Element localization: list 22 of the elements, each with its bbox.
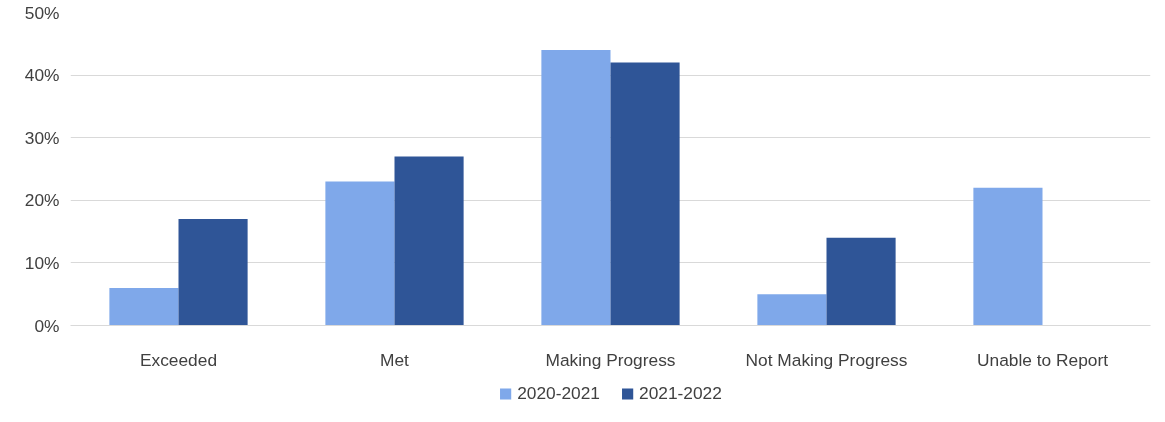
bar <box>610 62 680 326</box>
bar <box>541 50 611 326</box>
bar <box>109 287 179 326</box>
x-tick-label: Unable to Report <box>977 349 1109 370</box>
x-tick-label: Not Making Progress <box>745 349 908 370</box>
bar <box>757 294 827 326</box>
bar <box>325 181 395 326</box>
bar <box>826 237 896 326</box>
bar <box>394 156 464 326</box>
x-tick-label: Met <box>380 349 410 370</box>
y-tick-label: 50% <box>24 2 60 23</box>
x-tick-label: Exceeded <box>139 349 218 370</box>
legend-label: 2020-2021 <box>517 382 600 404</box>
y-tick-label: 10% <box>24 252 60 273</box>
x-tick-label: Making Progress <box>545 349 676 370</box>
y-tick-label: 0% <box>34 315 60 336</box>
y-tick-label: 40% <box>24 65 60 86</box>
y-tick-label: 30% <box>24 127 60 148</box>
y-tick-label: 20% <box>24 190 60 211</box>
bar <box>973 187 1043 326</box>
legend-label: 2021-2022 <box>639 382 722 404</box>
bar <box>178 219 248 326</box>
